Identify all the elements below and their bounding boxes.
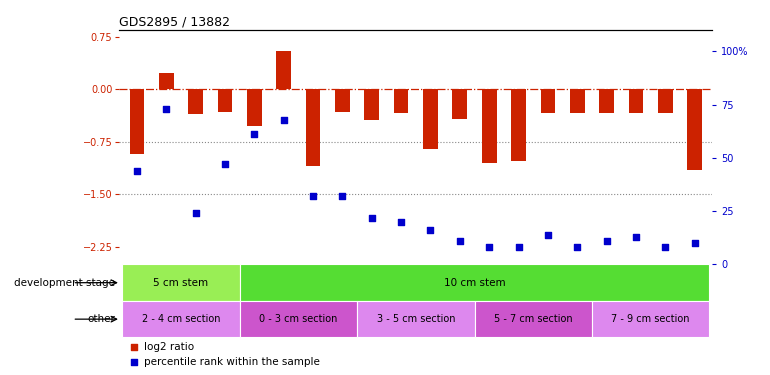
Point: [688, 240, 701, 246]
Point: [395, 219, 407, 225]
Bar: [424, 90, 438, 149]
Bar: [474, 301, 592, 338]
Bar: [247, 90, 262, 126]
Text: 3 - 5 cm section: 3 - 5 cm section: [377, 314, 455, 324]
Text: 10 cm stem: 10 cm stem: [444, 278, 505, 288]
Bar: [357, 301, 474, 338]
Bar: [570, 90, 584, 112]
Point: [571, 244, 584, 250]
Point: [512, 244, 524, 250]
Point: [128, 344, 140, 350]
Point: [128, 359, 140, 365]
Bar: [122, 264, 239, 301]
Text: development stage: development stage: [15, 278, 116, 288]
Text: other: other: [88, 314, 116, 324]
Text: 0 - 3 cm section: 0 - 3 cm section: [259, 314, 337, 324]
Point: [307, 193, 320, 199]
Point: [219, 161, 231, 167]
Point: [630, 234, 642, 240]
Bar: [599, 90, 614, 112]
Point: [248, 131, 260, 137]
Bar: [239, 301, 357, 338]
Text: 5 - 7 cm section: 5 - 7 cm section: [494, 314, 573, 324]
Bar: [592, 301, 709, 338]
Text: 7 - 9 cm section: 7 - 9 cm section: [611, 314, 690, 324]
Bar: [239, 264, 709, 301]
Point: [483, 244, 495, 250]
Point: [160, 106, 172, 112]
Bar: [218, 90, 233, 112]
Point: [189, 210, 202, 216]
Point: [277, 117, 290, 123]
Text: GDS2895 / 13882: GDS2895 / 13882: [119, 16, 230, 29]
Bar: [688, 90, 702, 170]
Bar: [482, 90, 497, 163]
Bar: [276, 51, 291, 90]
Bar: [122, 301, 239, 338]
Point: [542, 232, 554, 238]
Bar: [511, 90, 526, 161]
Bar: [306, 90, 320, 166]
Point: [336, 193, 349, 199]
Text: 2 - 4 cm section: 2 - 4 cm section: [142, 314, 220, 324]
Point: [454, 238, 466, 244]
Bar: [159, 74, 174, 90]
Text: percentile rank within the sample: percentile rank within the sample: [144, 357, 320, 367]
Text: 5 cm stem: 5 cm stem: [153, 278, 209, 288]
Bar: [189, 90, 203, 114]
Point: [601, 238, 613, 244]
Bar: [453, 90, 467, 119]
Bar: [393, 90, 408, 112]
Point: [424, 227, 437, 233]
Bar: [658, 90, 673, 113]
Text: log2 ratio: log2 ratio: [144, 342, 194, 352]
Point: [659, 244, 671, 250]
Bar: [628, 90, 643, 112]
Bar: [364, 90, 379, 120]
Point: [366, 214, 378, 220]
Bar: [541, 90, 555, 112]
Bar: [129, 90, 144, 154]
Bar: [335, 90, 350, 112]
Point: [131, 168, 143, 174]
